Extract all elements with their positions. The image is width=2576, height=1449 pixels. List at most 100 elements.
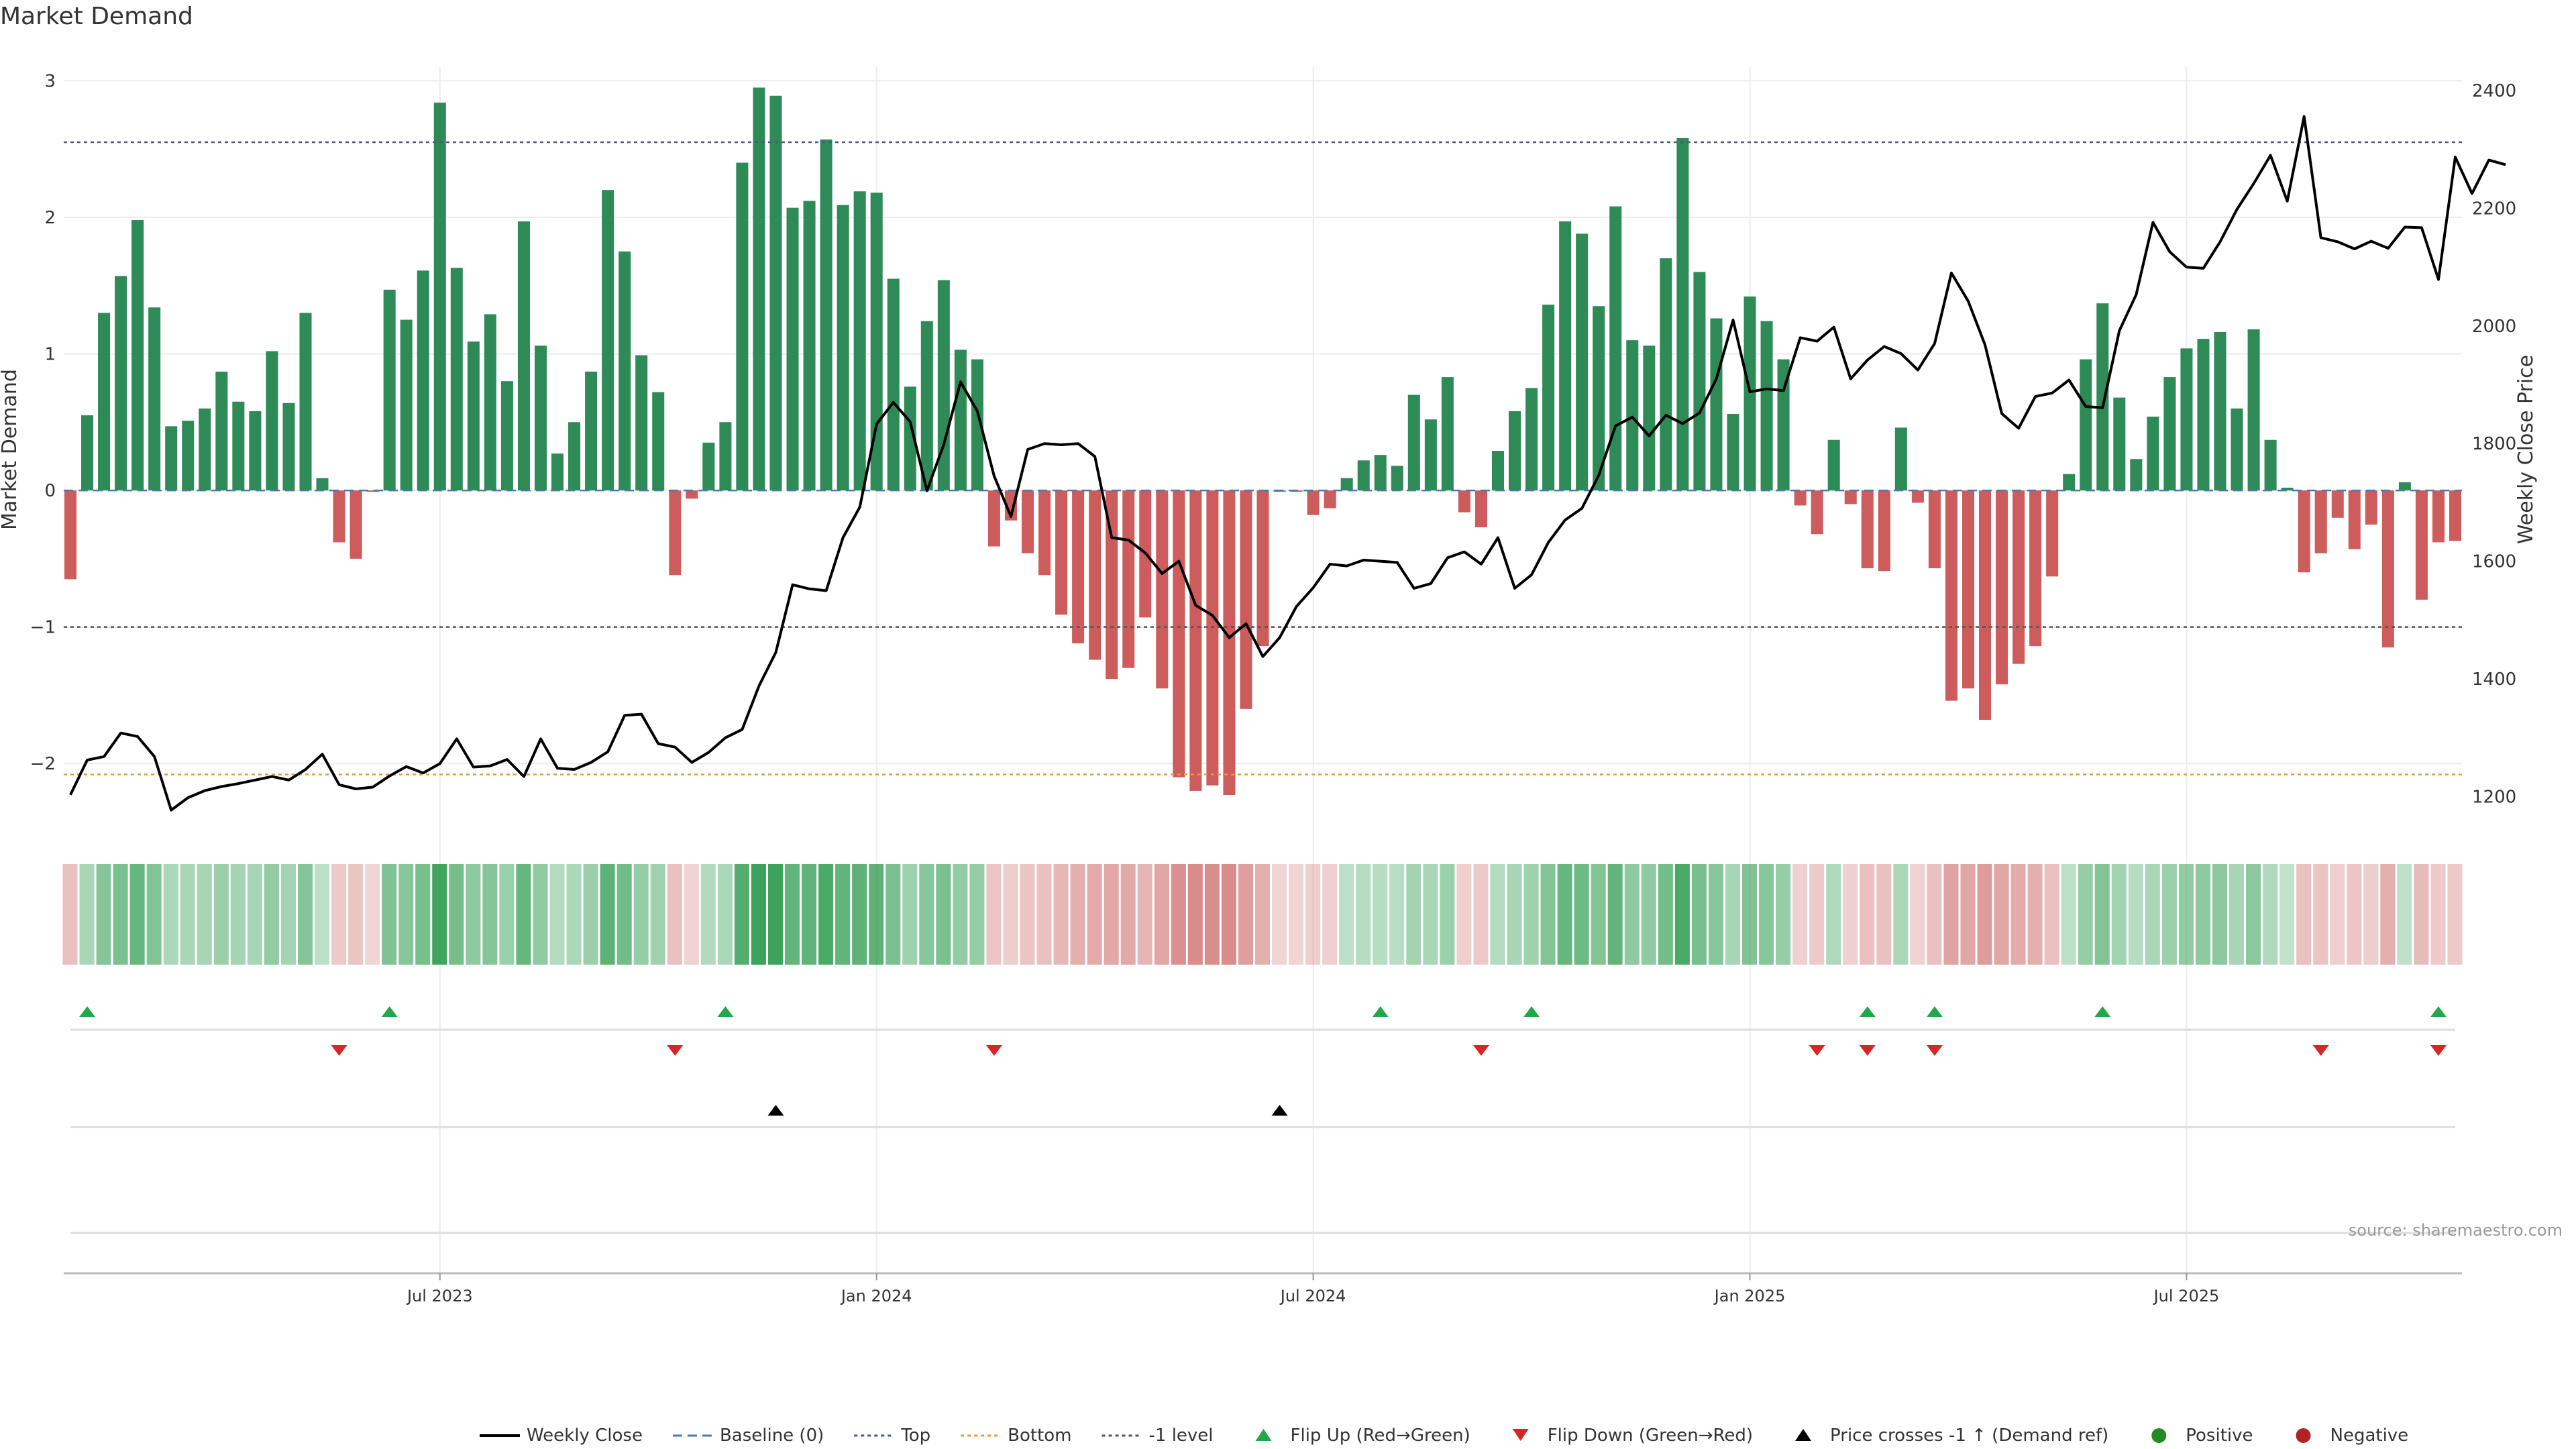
heat-strip-cell <box>583 864 598 965</box>
heat-strip-cell <box>297 864 313 965</box>
heat-strip-cell <box>953 864 968 965</box>
flip-up-marker <box>1859 1006 1876 1017</box>
demand-bar <box>2113 397 2126 491</box>
legend-label: Negative <box>2330 1426 2409 1446</box>
y-right-tick-label: 1200 <box>2472 787 2516 807</box>
heat-strip-cell <box>2296 864 2312 965</box>
demand-bar <box>669 490 682 576</box>
demand-bar <box>1777 359 1790 491</box>
heat-strip-cell <box>2279 864 2295 965</box>
demand-bar <box>1811 490 1823 535</box>
flip-down-marker <box>1926 1045 1943 1056</box>
demand-bar <box>1038 490 1051 576</box>
x-tick-label: Jul 2024 <box>1279 1287 1346 1305</box>
demand-bar <box>433 102 446 491</box>
heat-strip-cell <box>1624 864 1640 965</box>
legend-label: Baseline (0) <box>720 1426 824 1446</box>
legend-label: Flip Up (Red→Green) <box>1291 1426 1470 1446</box>
heat-strip-cell <box>1994 864 2009 965</box>
demand-bar <box>619 251 631 491</box>
demand-bar <box>1861 490 1874 569</box>
demand-bar <box>383 289 396 491</box>
heat-strip-cell <box>1927 864 1942 965</box>
demand-bar <box>1509 411 1521 491</box>
y-right-tick-label: 1400 <box>2472 669 2516 690</box>
demand-bar <box>484 314 496 491</box>
flip-up-marker <box>79 1006 96 1017</box>
x-tick-label: Jul 2025 <box>2153 1287 2220 1305</box>
heat-strip-cell <box>1977 864 1992 965</box>
heat-strip-cell <box>79 864 95 965</box>
heat-strip-cell <box>2061 864 2076 965</box>
legend-label: Positive <box>2186 1426 2253 1446</box>
demand-bar <box>1441 377 1454 491</box>
heat-strip-cell <box>1204 864 1220 965</box>
heat-strip-cell <box>2010 864 2026 965</box>
heat-strip-cell <box>113 864 128 965</box>
demand-bar <box>568 422 581 491</box>
heat-strip-cell <box>432 864 447 965</box>
heat-strip-cell <box>2094 864 2110 965</box>
demand-bar <box>736 162 749 491</box>
demand-bar <box>652 392 665 491</box>
demand-bar <box>2147 417 2159 491</box>
demand-bar <box>1357 460 1370 491</box>
demand-bar <box>920 321 933 491</box>
heat-strip-cell <box>2246 864 2261 965</box>
demand-bar <box>1374 455 1387 491</box>
heat-strip-cell <box>1289 864 1304 965</box>
demand-bar <box>1643 345 1656 491</box>
heat-strip-cell <box>2027 864 2043 965</box>
heat-strip-cell <box>802 864 817 965</box>
heat-strip-cell <box>1960 864 1976 965</box>
legend-swatch <box>2296 1428 2311 1443</box>
heat-strip-cell <box>1843 864 1858 965</box>
demand-bar <box>1928 490 1941 569</box>
demand-bar <box>1223 490 1236 796</box>
demand-bar <box>1256 490 1269 647</box>
demand-bar <box>1710 318 1723 491</box>
heat-strip-cell <box>700 864 716 965</box>
demand-bar <box>115 276 127 491</box>
demand-bar <box>719 422 732 491</box>
heat-strip-cell <box>869 864 884 965</box>
x-tick-label: Jul 2023 <box>406 1287 473 1305</box>
heat-strip-cell <box>852 864 867 965</box>
flip-down-marker <box>2312 1045 2329 1056</box>
heat-strip-cell <box>264 864 279 965</box>
heat-strip-cell <box>2229 864 2245 965</box>
demand-bar <box>165 426 178 491</box>
y-right-axis-label: Weekly Close Price <box>2514 355 2538 544</box>
heat-strip-cell <box>1020 864 1035 965</box>
heat-strip-cell <box>96 864 111 965</box>
flip-up-marker <box>381 1006 398 1017</box>
demand-bar <box>1979 490 1992 720</box>
heat-strip-cell <box>1120 864 1136 965</box>
demand-bar <box>1878 490 1890 572</box>
heat-strip-cell <box>129 864 145 965</box>
demand-bar <box>266 351 278 491</box>
legend-label: Flip Down (Green→Red) <box>1548 1426 1753 1446</box>
heat-strip-cell <box>1356 864 1371 965</box>
heat-strip-cell <box>1104 864 1119 965</box>
demand-bar <box>602 190 614 491</box>
demand-bar <box>1693 272 1706 491</box>
demand-bar <box>820 139 833 491</box>
weekly-close-line <box>69 115 2506 812</box>
heat-strip-cell <box>751 864 766 965</box>
heat-strip-cell <box>684 864 699 965</box>
heat-strip-cell <box>1708 864 1723 965</box>
y-left-tick-label: −1 <box>30 618 56 638</box>
heat-strip-cell <box>1910 864 1925 965</box>
heat-strip-cell <box>1860 864 1875 965</box>
heat-strip-cell <box>885 864 901 965</box>
heat-strip-cell <box>1691 864 1707 965</box>
heat-strip-cell <box>936 864 951 965</box>
demand-bar <box>1340 478 1353 491</box>
demand-bar <box>769 95 782 491</box>
demand-bar <box>1559 221 1572 491</box>
y-right-tick-label: 2200 <box>2472 199 2516 219</box>
heat-strip-cell <box>1305 864 1321 965</box>
demand-bar <box>2348 490 2361 549</box>
heat-strip-cell <box>1759 864 1774 965</box>
